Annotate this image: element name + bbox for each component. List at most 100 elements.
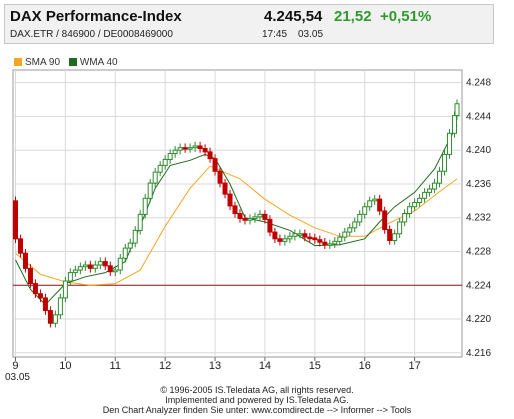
price-bar-body	[342, 231, 348, 238]
y-tick-label: 4.244	[466, 111, 491, 122]
price-bar-body	[197, 145, 203, 150]
price-bar-body	[227, 193, 233, 207]
x-tick-label: 12	[159, 360, 171, 372]
x-tick-label: 16	[359, 360, 371, 372]
price-bar-body	[422, 191, 428, 199]
price-bar-body	[362, 206, 368, 215]
price-bar-body	[137, 213, 143, 231]
index-title: DAX Performance-Index	[10, 8, 182, 25]
price-bar-body	[82, 264, 88, 268]
price-bar-body	[142, 197, 148, 215]
price-bar-body	[277, 238, 283, 242]
price-change: 21,52	[334, 8, 372, 25]
price-bar-body	[147, 182, 153, 199]
price-bar-body	[107, 265, 113, 273]
price-bar-body	[292, 233, 298, 237]
price-bar-body	[177, 147, 183, 151]
price-bar-body	[132, 229, 138, 244]
x-date-label: 03.05	[5, 372, 30, 383]
price-bar-body	[392, 233, 398, 242]
price-bar-body	[207, 151, 213, 160]
sma-line	[15, 165, 458, 286]
price-bar-body	[12, 200, 18, 240]
x-tick-label: 15	[309, 360, 321, 372]
security-identifiers: DAX.ETR / 846900 / DE0008469000	[10, 29, 173, 40]
price-bar-body	[192, 145, 198, 149]
price-bar-body	[112, 269, 118, 273]
price-bar-body	[72, 269, 78, 274]
analyzer-link-line[interactable]: Den Chart Analyzer finden Sie unter: www…	[102, 405, 412, 415]
y-tick-label: 4.236	[466, 179, 491, 190]
price-bar-body	[382, 210, 388, 231]
y-tick-label: 4.228	[466, 246, 491, 257]
price-bar-body	[92, 264, 98, 269]
price-bar-body	[337, 236, 343, 242]
price-bar-body	[167, 153, 173, 160]
price-bar-body	[27, 267, 33, 285]
price-bar-body	[437, 170, 443, 184]
price-bar-body	[357, 213, 363, 223]
price-bar-body	[272, 231, 278, 240]
price-bar-body	[372, 198, 378, 202]
price-bar-body	[32, 283, 38, 295]
price-bar-body	[172, 149, 178, 155]
price-bar-body	[57, 297, 63, 316]
price-bar-body	[202, 148, 208, 153]
price-bar-body	[252, 216, 258, 220]
price-bar-body	[247, 218, 253, 221]
legend-item-wma: WMA 40	[68, 57, 118, 68]
last-price: 4.245,54	[264, 8, 323, 25]
price-bar-body	[122, 247, 128, 259]
quote-date: 03.05	[298, 29, 324, 40]
x-tick-label: 17	[408, 360, 420, 372]
price-bar-body	[187, 147, 193, 150]
price-bar-body	[17, 238, 23, 254]
y-tick-label: 4.220	[466, 314, 491, 325]
price-bar-body	[232, 205, 238, 214]
price-bar-body	[442, 153, 448, 172]
x-tick-label: 9	[12, 360, 18, 372]
price-bar-body	[447, 132, 453, 155]
price-change-percent: +0,51%	[380, 8, 432, 25]
legend-swatch-wma	[68, 58, 77, 66]
legend-item-sma: SMA 90	[14, 57, 60, 68]
price-bar-body	[407, 206, 413, 214]
price-bar-body	[432, 182, 438, 190]
powered-by-line: Implemented and powered by IS.Teledata A…	[165, 395, 349, 405]
price-bar-body	[327, 243, 333, 246]
price-bar-body	[117, 257, 123, 271]
price-bar-body	[77, 266, 83, 271]
price-bar-body	[452, 115, 458, 134]
y-tick-label: 4.224	[466, 280, 491, 291]
price-bar-body	[242, 218, 248, 221]
price-bar-body	[282, 238, 288, 242]
price-bar-body	[454, 103, 460, 117]
price-bar-body	[262, 213, 268, 220]
chart-legend: SMA 90 WMA 40	[14, 57, 124, 68]
x-tick-label: 11	[110, 360, 121, 372]
y-tick-label: 4.232	[466, 213, 491, 224]
price-bar-body	[397, 221, 403, 235]
price-bar-body	[332, 240, 338, 245]
quote-header: DAX Performance-Index 4.245,54 21,52 +0,…	[4, 4, 494, 44]
price-bar-body	[317, 239, 323, 243]
price-bar-body	[377, 198, 383, 212]
legend-swatch-sma	[14, 58, 22, 66]
price-bar-body	[87, 264, 93, 269]
price-bar-body	[67, 272, 73, 282]
x-tick-label: 10	[59, 360, 71, 372]
price-bar-body	[387, 229, 393, 242]
y-tick-label: 4.248	[466, 78, 491, 89]
y-tick-label: 4.216	[466, 348, 491, 359]
price-bar-body	[352, 221, 358, 229]
price-bar-body	[347, 227, 353, 233]
price-bar-body	[62, 280, 68, 299]
price-bar-body	[157, 164, 163, 173]
copyright-line: © 1996-2005 IS.Teledata AG, all rights r…	[160, 385, 354, 395]
price-bar-body	[322, 241, 328, 246]
x-tick-label: 13	[209, 360, 221, 372]
price-bar-body	[47, 310, 53, 324]
x-tick-label: 14	[259, 360, 271, 372]
legend-label-sma: SMA 90	[25, 57, 61, 68]
price-bar-body	[97, 261, 103, 266]
